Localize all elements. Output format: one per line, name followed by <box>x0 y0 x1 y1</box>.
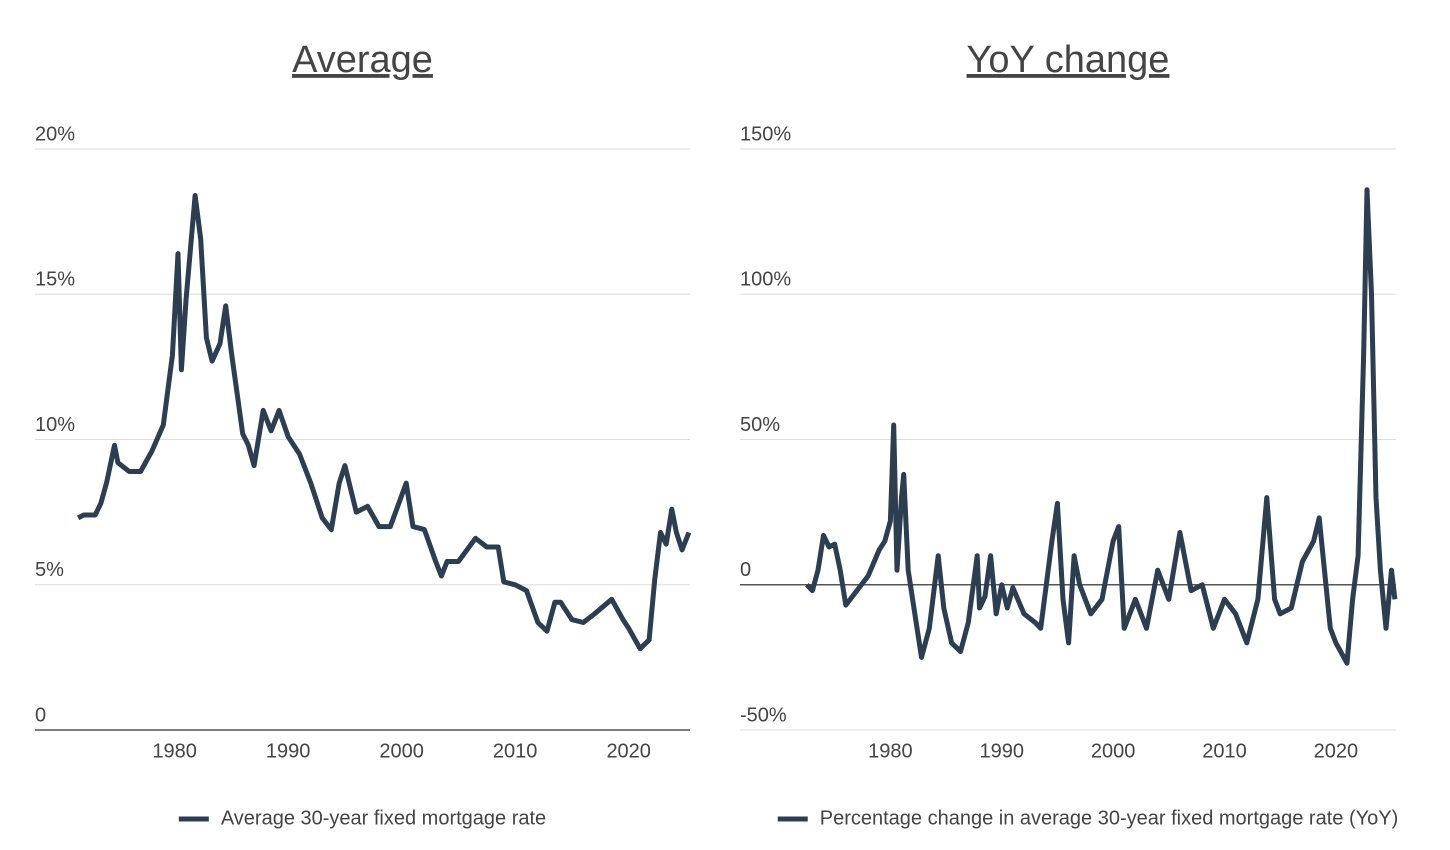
y-tick-label: 0 <box>740 559 751 581</box>
x-tick-label: 2000 <box>1091 740 1136 762</box>
y-tick-label: 10% <box>35 414 75 436</box>
y-tick-label: 50% <box>740 414 780 436</box>
chart-title: YoY change <box>967 39 1170 81</box>
line <box>76 193 692 652</box>
chart-title: Average <box>292 39 433 81</box>
y-tick-label: 5% <box>35 559 64 581</box>
y-tick-label: 100% <box>740 269 791 291</box>
legend-label: Percentage change in average 30-year fix… <box>820 807 1399 829</box>
x-tick-label: 2010 <box>1202 740 1247 762</box>
line <box>805 187 1398 666</box>
legend-label: Average 30-year fixed mortgage rate <box>221 807 546 829</box>
x-tick-label: 1980 <box>868 740 913 762</box>
y-tick-label: 15% <box>35 269 75 291</box>
x-tick-label: 1990 <box>979 740 1024 762</box>
x-tick-label: 2000 <box>379 740 424 762</box>
x-tick-label: 1990 <box>266 740 311 762</box>
x-tick-label: 2010 <box>493 740 538 762</box>
y-tick-label: 150% <box>740 123 791 145</box>
x-tick-label: 1980 <box>152 740 197 762</box>
x-tick-label: 2020 <box>606 740 651 762</box>
y-tick-label: 0 <box>35 704 46 726</box>
y-tick-label: -50% <box>740 704 787 726</box>
x-tick-label: 2020 <box>1314 740 1359 762</box>
y-tick-label: 20% <box>35 123 75 145</box>
